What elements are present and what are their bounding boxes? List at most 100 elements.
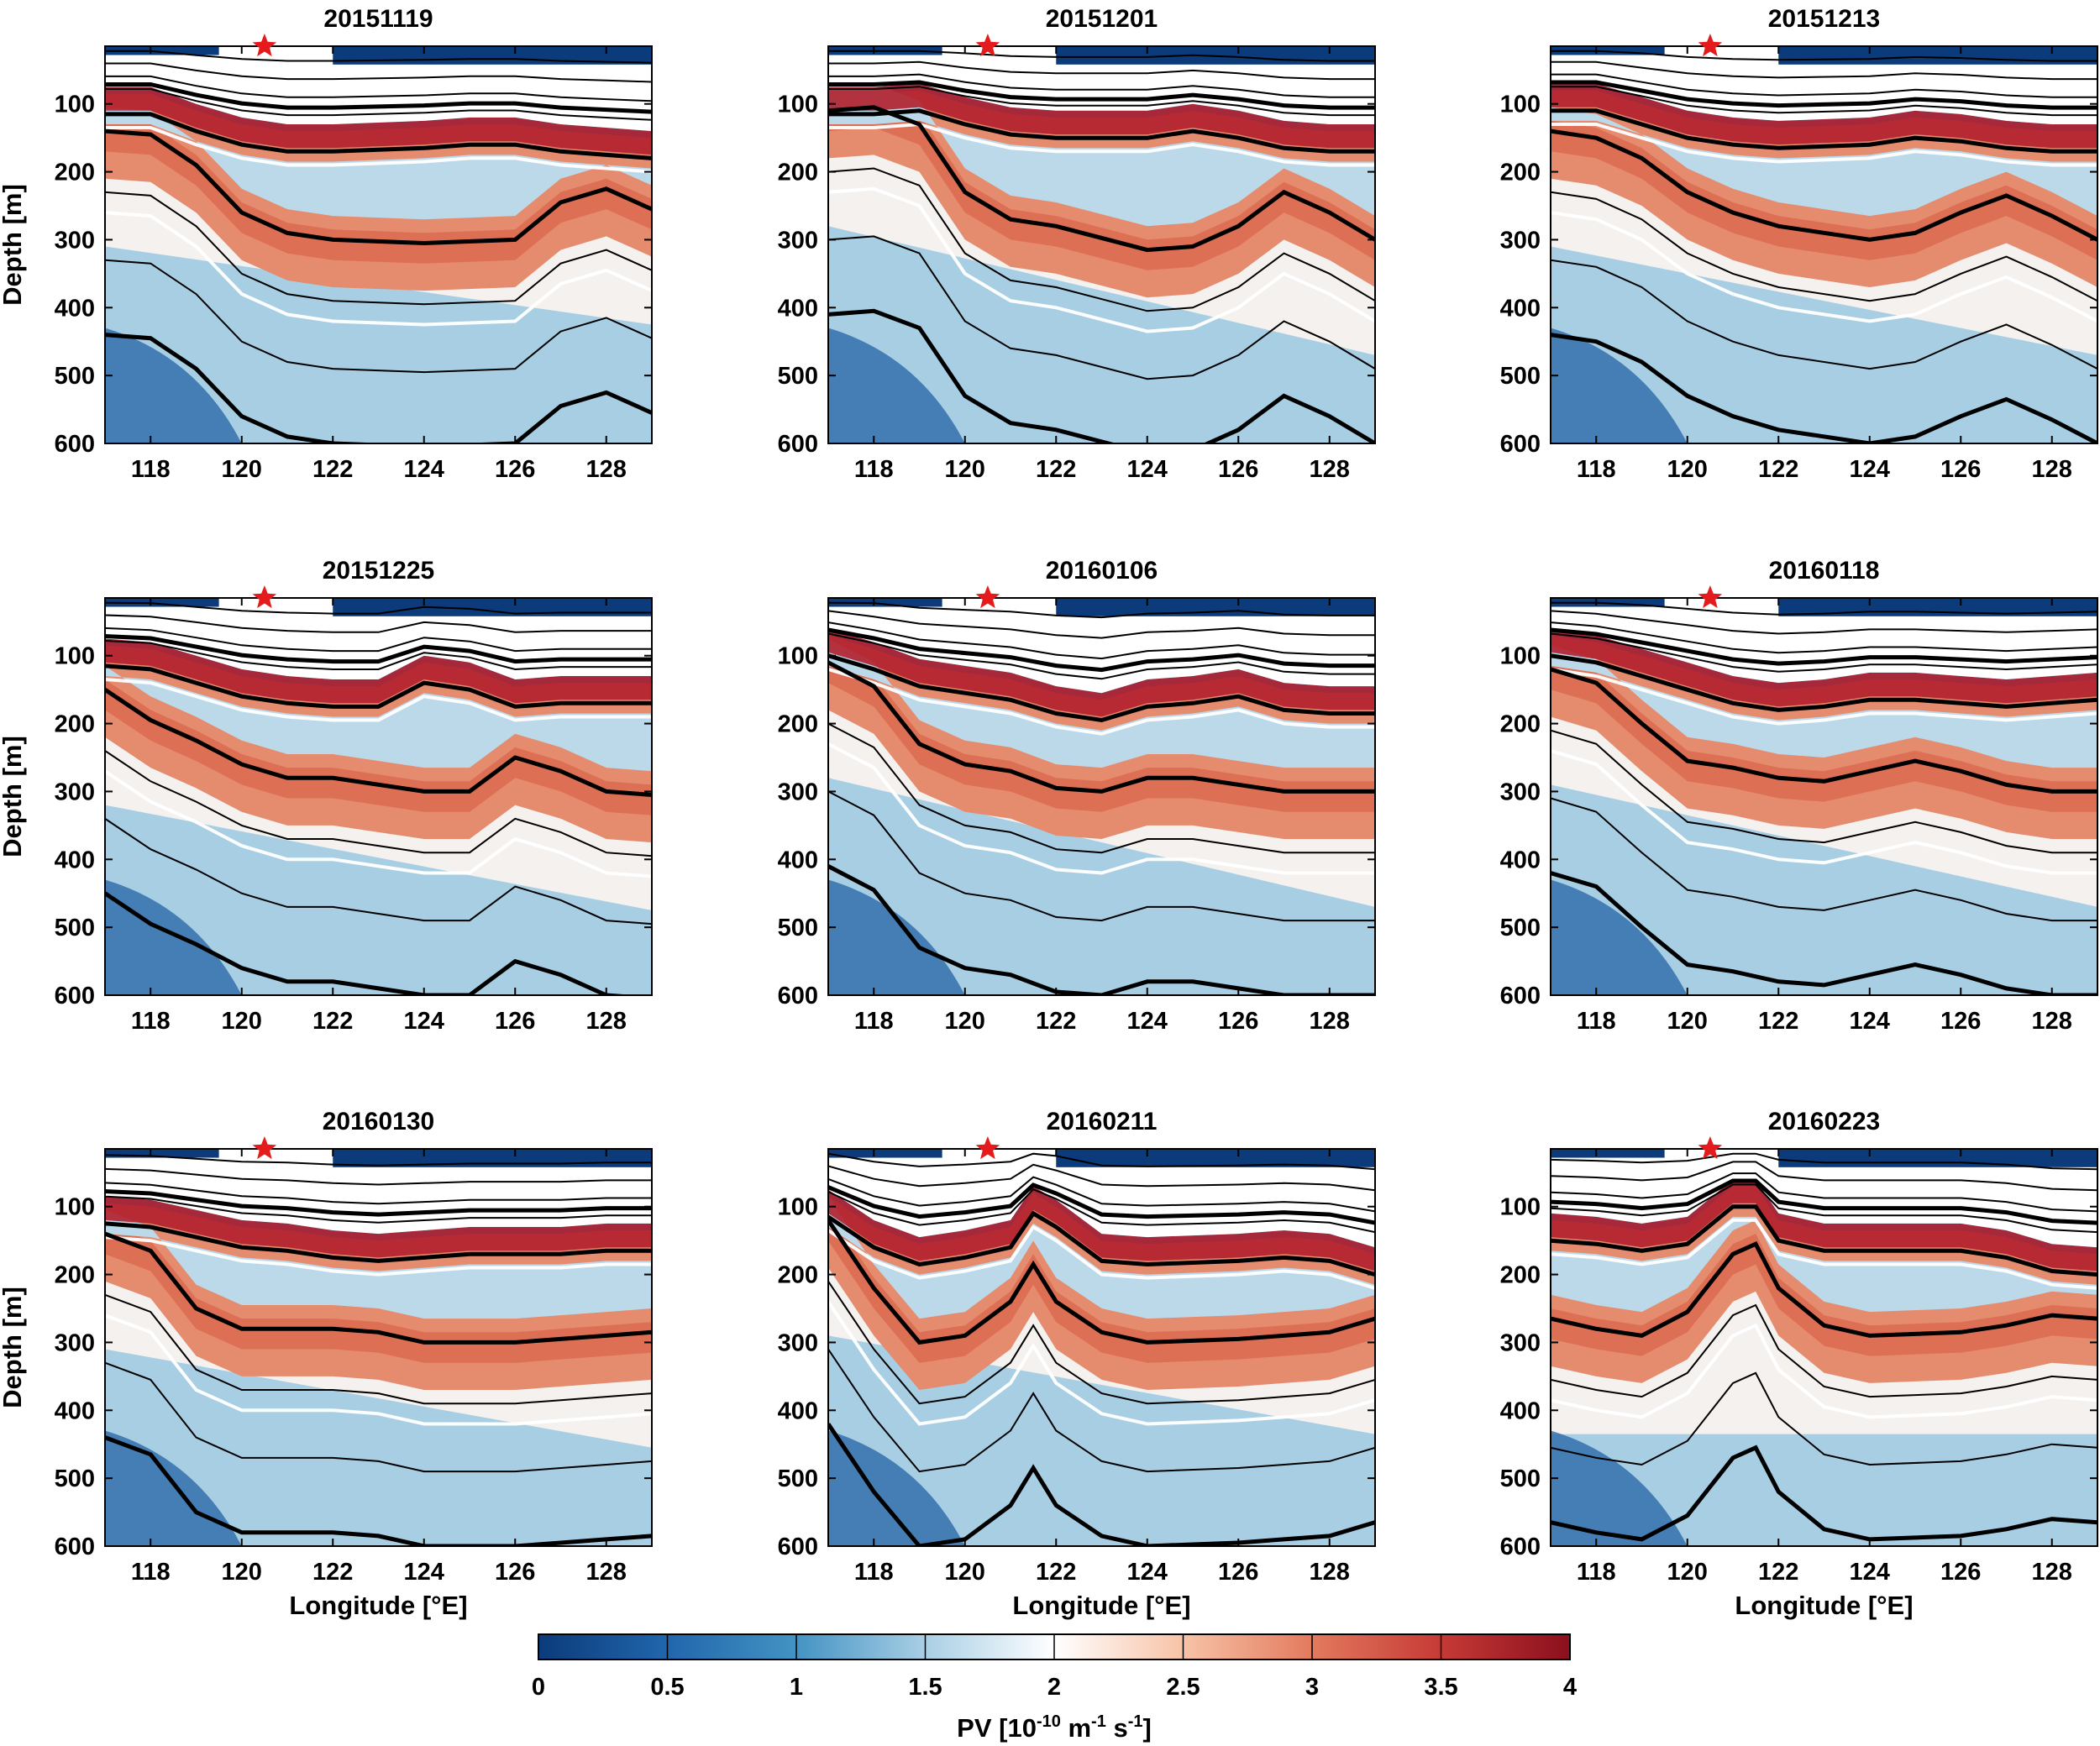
pv-band-lightblue [828,148,1375,443]
pv-surface-strip-west [105,1149,219,1158]
x-tick-label: 120 [945,456,985,483]
pv-contour-white-1 [105,678,652,722]
y-axis-label: Depth [m] [0,184,27,306]
isopycnal-lower-2 [1551,797,2097,922]
pv-deep-blue [1551,879,1688,995]
isopycnal-lower-3 [1551,871,2097,995]
isopycnal-lower-1 [1551,191,2097,302]
x-tick-label: 128 [2032,1559,2072,1586]
x-tick-label: 124 [1850,1559,1890,1586]
colorbar-tick-label: 2 [1047,1674,1061,1701]
x-tick-label: 120 [945,1008,985,1035]
pv-deep-blue [828,1430,965,1546]
y-tick-label: 400 [778,295,818,322]
panel-frame [104,597,653,996]
pv-band-darkred [105,638,652,704]
y-tick-label: 600 [55,1534,95,1560]
x-tick-label: 122 [1758,1008,1798,1035]
isopycnal-upper-1 [105,50,652,64]
isopycnal-upper-3 [1551,1172,2097,1213]
y-tick-label: 100 [1500,643,1541,670]
isopycnal-upper-1 [828,601,1375,619]
isopycnal-lower-2 [828,235,1375,380]
y-tick-label: 100 [778,643,818,670]
isopycnal-lower-1 [828,1281,1375,1405]
y-tick-label: 600 [1500,1534,1541,1560]
isopycnal-upper-2 [1551,1161,2097,1192]
panel-20151225: 20151225 118 120 122 124 126 128 100 200 300 400 50… [0,557,653,1035]
x-tick-label: 120 [1667,1559,1708,1586]
panel-title: 20151119 [323,5,433,33]
colorbar-tick-label: 0 [532,1674,545,1701]
isopycnal-upper-3 [1551,73,2097,98]
y-tick-label: 200 [55,711,95,738]
pv-contour-white-1 [828,122,1375,167]
y-tick-label: 600 [778,431,818,458]
isopycnal-upper-1 [828,50,1375,62]
colorbar-tick-label: 1.5 [908,1674,942,1701]
panel-title: 20151201 [1046,5,1158,33]
y-tick-label: 300 [55,779,95,805]
isopycnal-lower-3 [1551,1445,2097,1542]
isopycnal-thick-upper-0 [828,80,1375,110]
pv-band-white [828,120,1375,355]
panel-frame [1550,597,2098,996]
isopycnal-thick-upper-0 [1551,1178,2097,1225]
isopycnal-lower-2 [828,1348,1375,1473]
panel-frame [104,1148,653,1547]
y-tick-label: 600 [1500,983,1541,1009]
x-tick-label: 124 [404,456,444,483]
station-star-icon [252,34,277,57]
isopycnal-lower-1 [105,191,652,306]
isopycnal-upper-2 [1551,610,2097,635]
x-axis-label: Longitude [°E] [1012,1591,1190,1620]
pv-band-lightblue [828,703,1375,995]
pv-contour-white-1 [105,126,652,174]
x-tick-label: 126 [1940,1008,1981,1035]
x-tick-label: 122 [312,1008,353,1035]
pv-band-upper [828,46,1375,124]
x-tick-label: 118 [854,1008,894,1035]
isopycnal-upper-1 [105,601,652,615]
x-tick-label: 126 [1218,1008,1258,1035]
pv-deep-blue [105,879,242,995]
isopycnal-upper-2 [828,60,1375,81]
isopycnal-upper-3 [105,75,652,102]
pv-band-modewater [105,1209,652,1319]
x-tick-label: 122 [1036,1008,1076,1035]
y-tick-label: 200 [55,1262,95,1289]
pv-band-modewater [828,638,1375,768]
isopycnal-upper-4 [828,632,1375,680]
pv-band-upper [828,598,1375,694]
isopycnal-lower-2 [105,1361,652,1473]
x-tick-label: 128 [586,1008,627,1035]
y-tick-label: 400 [1500,847,1541,873]
x-tick-label: 120 [222,456,262,483]
y-tick-label: 600 [1500,431,1541,458]
isopycnal-thick-upper-0 [105,634,652,664]
isopycnal-upper-2 [105,62,652,83]
panel-title: 20151213 [1768,5,1880,33]
y-tick-label: 200 [778,160,818,186]
isopycnal-upper-2 [828,1163,1375,1192]
isopycnal-thick-2 [828,1219,1375,1345]
pv-band-upper [1551,46,2097,124]
pv-band-upper [105,598,652,679]
x-axis-label: Longitude [°E] [289,1591,467,1620]
pv-band-darkred [1551,1179,2097,1271]
y-tick-label: 500 [1500,363,1541,390]
isopycnal-thick-upper-0 [828,627,1375,673]
panel-frame [827,1148,1376,1547]
y-tick-label: 200 [778,711,818,738]
y-tick-label: 500 [1500,915,1541,941]
panel-frame [827,45,1376,444]
y-tick-label: 400 [55,1397,95,1424]
x-tick-label: 122 [1758,456,1798,483]
y-tick-label: 200 [778,1262,818,1289]
y-tick-label: 300 [778,227,818,254]
x-axis-label: Longitude [°E] [1735,1591,1913,1620]
x-tick-label: 122 [1036,1559,1076,1586]
y-tick-label: 100 [1500,92,1541,118]
isopycnal-lower-1 [828,722,1375,854]
